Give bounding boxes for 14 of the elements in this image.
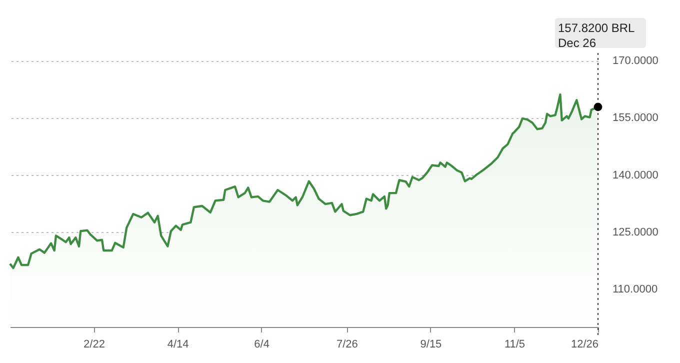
- y-tick-label: 125.0000: [612, 226, 658, 238]
- y-tick-label: 170.0000: [612, 55, 658, 68]
- x-tick-label: 2/22: [84, 338, 105, 350]
- text: Dec 26: [558, 36, 596, 50]
- x-tick-label: 7/26: [336, 338, 358, 350]
- y-tick-label: 140.0000: [612, 169, 658, 182]
- x-tick-label: 4/14: [167, 338, 189, 350]
- text: 157.8200 BRL: [558, 21, 636, 35]
- x-tick-label: 12/26: [570, 338, 598, 350]
- y-tick-label: 110.0000: [612, 283, 658, 296]
- x-tick-label: 11/5: [504, 338, 526, 350]
- y-tick-label: 155.0000: [612, 112, 658, 124]
- x-tick-label: 6/4: [254, 338, 270, 350]
- x-tick-label: 9/15: [420, 338, 442, 350]
